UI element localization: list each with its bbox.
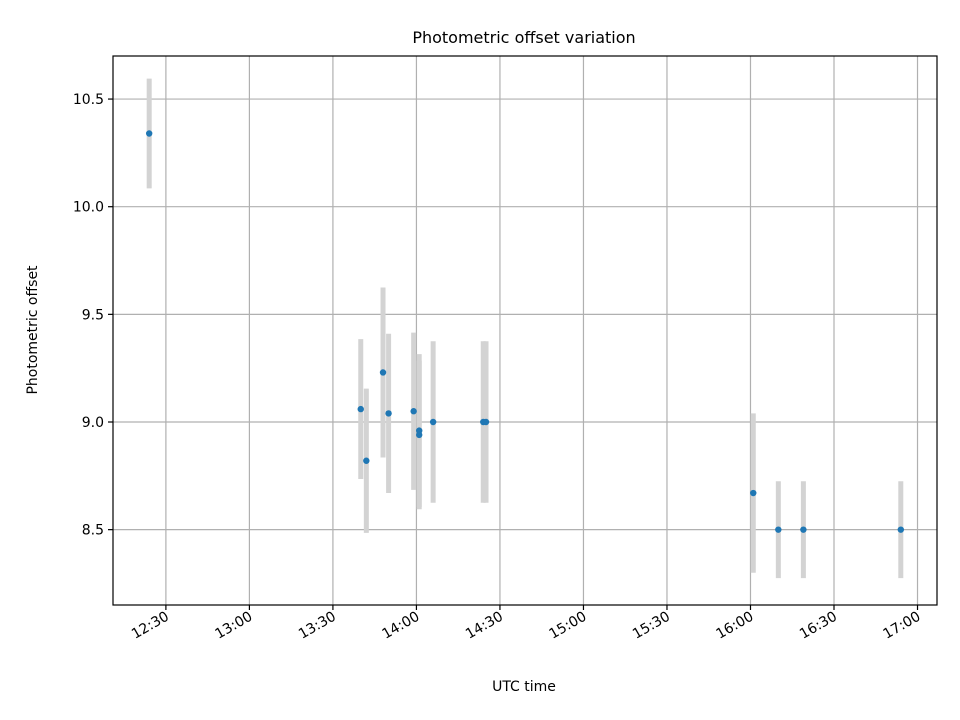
y-tick-label: 10.5 xyxy=(73,92,104,108)
grid xyxy=(113,56,937,605)
data-point xyxy=(363,457,370,464)
data-point xyxy=(482,418,490,426)
data-point xyxy=(416,431,423,439)
data-point xyxy=(897,526,905,533)
y-tick-label: 9.0 xyxy=(82,415,104,431)
x-axis-label: UTC time xyxy=(492,679,556,695)
data-point xyxy=(410,408,417,415)
chart-title: Photometric offset variation xyxy=(412,28,635,47)
data-point xyxy=(385,410,392,417)
y-tick-label: 9.5 xyxy=(82,307,104,323)
data-points xyxy=(145,130,905,533)
data-point xyxy=(800,526,807,533)
data-point xyxy=(145,130,153,137)
data-point xyxy=(750,489,757,497)
data-point xyxy=(775,526,782,533)
y-axis-label: Photometric offset xyxy=(25,265,41,395)
y-axis-ticks: 8.5 9.0 9.5 10.0 10.5 xyxy=(73,92,113,539)
y-tick-label: 10.0 xyxy=(73,200,104,216)
data-point xyxy=(429,418,437,426)
plot-frame xyxy=(112,55,938,606)
data-point xyxy=(357,405,364,413)
data-point xyxy=(379,369,387,376)
y-tick-label: 8.5 xyxy=(82,523,104,539)
